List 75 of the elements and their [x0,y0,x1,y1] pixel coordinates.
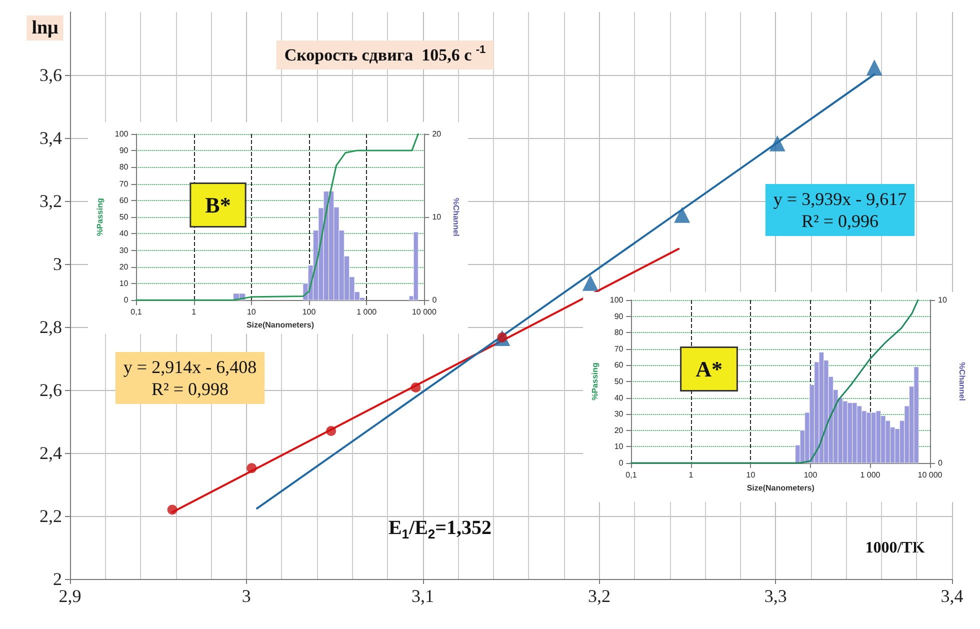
annotation: y = 2,914x - 6,408 R² = 0,998 [123,357,257,399]
y-axis-title: lnμ [32,18,59,38]
y2-tick-label: 0 [938,458,943,468]
y-tick-label: 90 [119,146,129,156]
x-tick-label: 1 [192,308,197,317]
x-tick-label: 100 [804,470,818,480]
y-tick-label: 2 [53,569,62,589]
y-tick-label: 10 [614,442,624,452]
y-tick-label: 2,6 [40,380,62,400]
x-tick-label: 10 000 [918,470,943,480]
point [246,463,257,474]
y-tick-label: 0 [618,458,624,468]
y-tick-label: 50 [119,212,129,222]
point [410,382,421,392]
y-tick-label: 3,6 [40,65,62,85]
annotation: A* [696,356,722,382]
y2-tick-label: 0 [432,296,438,305]
y-axis-title: %Passing [590,362,600,400]
y2-tick-label: 10 [938,296,948,304]
point [582,274,598,291]
x-tick-label: 1 000 [356,308,378,317]
y-tick-label: 10 [119,278,129,288]
y-axis-title: %Passing [96,198,104,236]
x-tick-label: 3,4 [940,586,964,606]
x-tick-label: 3,3 [764,586,787,606]
x-axis-title: 1000/TK [865,540,926,556]
y-tick-label: 3,4 [40,128,62,148]
x-tick-label: 100 [302,308,316,317]
y-tick-label: 90 [614,312,624,321]
annotation: Скорость сдвига 105,6 с -1 [284,44,486,64]
y2-axis-title: %Channel [957,362,966,401]
y-tick-label: 2,4 [40,443,62,463]
point [866,59,882,76]
x-tick-label: 10 000 [412,308,437,317]
y-tick-label: 70 [614,344,624,354]
y-tick-label: 60 [119,196,129,205]
y-tick-label: 3 [53,254,62,274]
x-tick-label: 3,2 [588,586,610,606]
y-tick-label: 0 [124,296,129,305]
y-tick-label: 100 [114,130,129,138]
y-tick-label: 30 [614,410,624,419]
y-tick-label: 60 [614,360,624,370]
x-tick-label: 2,9 [58,586,82,606]
x-tick-label: 0,1 [130,308,142,317]
point [326,426,336,436]
y2-tick-label: 20 [432,130,442,138]
y2-tick-label: 10 [432,212,442,222]
y-tick-label: 50 [614,377,624,386]
y-tick-label: 20 [119,262,129,272]
y-tick-label: 100 [610,296,624,304]
y-tick-label: 3,2 [40,191,62,211]
x-axis-title: Size(Nanometers) [746,483,815,492]
y-tick-label: 20 [614,426,624,435]
x-tick-label: 1 [688,470,694,480]
point [674,206,690,223]
point [167,504,178,515]
y-tick-label: 30 [119,246,129,255]
x-tick-label: 1 000 [860,470,881,480]
x-tick-label: 3,1 [412,586,434,606]
y-tick-label: 40 [614,393,624,402]
x-tick-label: 10 [246,308,256,317]
annotation: y = 3,939x - 9,617 R² = 0,996 [773,189,907,231]
y-tick-label: 80 [119,162,129,172]
y-tick-label: 80 [614,328,624,338]
y-tick-label: 2,2 [40,506,62,526]
x-tick-label: 10 [746,470,756,480]
point [769,135,786,152]
x-tick-label: 3 [242,586,251,606]
annotation: B* [205,192,231,218]
y-tick-label: 2,8 [40,317,62,337]
y2-axis-title: %Channel [452,198,460,236]
y-tick-label: 40 [119,229,129,238]
x-axis-title: Size(Nanometers) [246,320,314,330]
y-tick-label: 70 [119,179,129,188]
x-tick-label: 0,1 [626,470,638,480]
